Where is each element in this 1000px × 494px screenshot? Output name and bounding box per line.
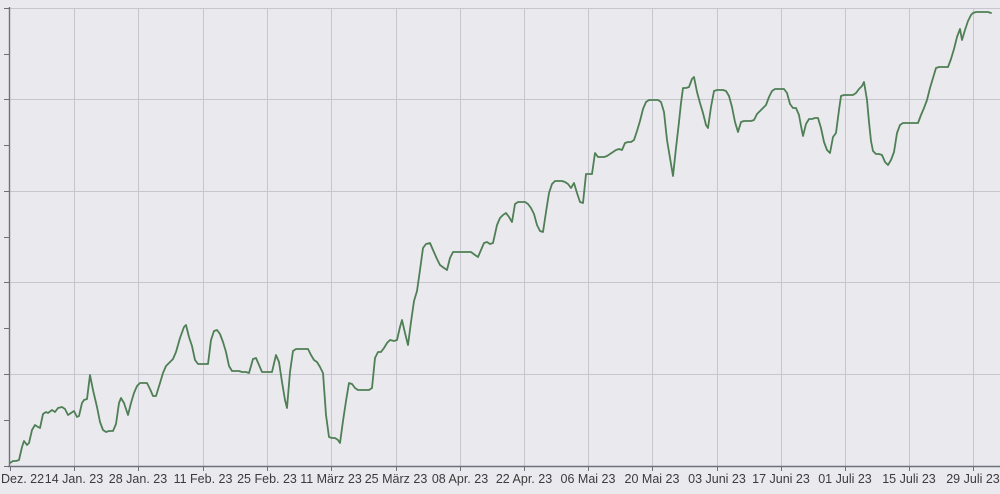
gridlines <box>9 8 1000 466</box>
price-line-series <box>9 11 992 464</box>
axes <box>8 7 1000 468</box>
axis-ticks <box>4 8 974 471</box>
series-line-price <box>9 11 992 464</box>
